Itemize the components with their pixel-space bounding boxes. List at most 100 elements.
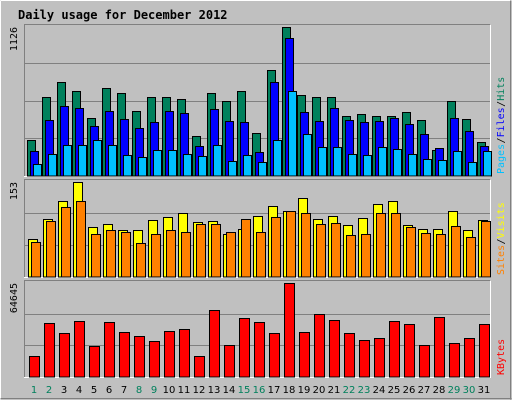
- bar-pages-day-9: [153, 150, 162, 177]
- bar-sites-day-24: [376, 213, 386, 278]
- bar-kbytes-day-15: [239, 318, 250, 378]
- bar-sites-day-6: [106, 230, 116, 278]
- day-label-26: 26: [403, 385, 416, 396]
- bar-sites-day-20: [316, 224, 326, 278]
- bar-sites-day-18: [286, 211, 296, 278]
- day-label-9: 9: [151, 385, 157, 396]
- bar-pages-day-13: [213, 145, 222, 177]
- legend-files: Files: [496, 107, 507, 137]
- bar-kbytes-day-23: [359, 340, 370, 378]
- bar-kbytes-day-7: [119, 332, 130, 378]
- bar-kbytes-day-30: [464, 338, 475, 378]
- day-label-27: 27: [418, 385, 431, 396]
- bar-pages-day-15: [243, 155, 252, 177]
- day-label-31: 31: [478, 385, 491, 396]
- day-label-5: 5: [91, 385, 97, 396]
- bar-sites-day-27: [421, 233, 431, 278]
- bar-sites-day-17: [271, 217, 281, 278]
- bar-pages-day-27: [423, 159, 432, 177]
- bar-kbytes-day-9: [149, 341, 160, 378]
- hits-panel-max-label: 1126: [9, 27, 20, 51]
- bar-sites-day-22: [346, 235, 356, 278]
- bar-pages-day-19: [303, 134, 312, 177]
- bar-sites-day-3: [61, 207, 71, 278]
- bar-sites-day-19: [301, 213, 311, 278]
- kbytes-legend: KBytes: [496, 339, 507, 375]
- legend-slash: /: [496, 101, 507, 107]
- bar-pages-day-25: [393, 149, 402, 177]
- bar-kbytes-day-2: [44, 323, 55, 378]
- bar-pages-day-26: [408, 154, 417, 177]
- day-label-15: 15: [238, 385, 251, 396]
- day-label-23: 23: [358, 385, 371, 396]
- bar-kbytes-day-18: [284, 283, 295, 378]
- day-label-14: 14: [223, 385, 236, 396]
- bar-sites-day-4: [76, 201, 86, 278]
- legend-sites: Sites: [496, 245, 507, 275]
- legend-pages: Pages: [496, 144, 507, 174]
- bar-pages-day-11: [183, 154, 192, 177]
- day-label-6: 6: [106, 385, 112, 396]
- day-label-11: 11: [178, 385, 191, 396]
- day-label-25: 25: [388, 385, 401, 396]
- bar-sites-day-11: [181, 232, 191, 278]
- day-label-12: 12: [193, 385, 206, 396]
- kbytes-panel-max-label: 64645: [9, 283, 20, 313]
- bar-kbytes-day-4: [74, 321, 85, 378]
- bar-pages-day-14: [228, 161, 237, 177]
- bar-pages-day-4: [78, 145, 87, 177]
- visits-panel-max-label: 153: [9, 182, 20, 200]
- bar-sites-day-9: [151, 234, 161, 278]
- bar-pages-day-10: [168, 150, 177, 177]
- bar-sites-day-10: [166, 230, 176, 278]
- day-label-20: 20: [313, 385, 326, 396]
- legend-kbytes: KBytes: [496, 339, 507, 375]
- day-label-19: 19: [298, 385, 311, 396]
- day-labels: 1 2 3 4 5 6 7 8 9 10 11 12 13 14 15 16 17 18 19 20 21 22 23 24 2…: [31, 385, 491, 396]
- bars-layer: [27, 27, 492, 378]
- chart-title: Daily usage for December 2012: [18, 8, 228, 22]
- bar-kbytes-day-27: [419, 345, 430, 378]
- bar-pages-day-23: [363, 155, 372, 177]
- bar-kbytes-day-14: [224, 345, 235, 378]
- bar-pages-day-5: [93, 140, 102, 177]
- bar-pages-day-30: [468, 162, 477, 177]
- bar-sites-day-8: [136, 243, 146, 278]
- bar-pages-day-6: [108, 145, 117, 177]
- bar-pages-day-7: [123, 155, 132, 177]
- bar-pages-day-24: [378, 147, 387, 177]
- day-label-1: 1: [31, 385, 37, 396]
- bar-sites-day-31: [481, 221, 491, 278]
- bar-kbytes-day-25: [389, 321, 400, 378]
- bar-kbytes-day-28: [434, 317, 445, 378]
- bar-kbytes-day-19: [299, 332, 310, 378]
- day-label-29: 29: [448, 385, 461, 396]
- bar-sites-day-28: [436, 234, 446, 278]
- legend-slash: /: [496, 238, 507, 244]
- bar-sites-day-29: [451, 226, 461, 278]
- day-label-17: 17: [268, 385, 281, 396]
- bar-kbytes-day-5: [89, 346, 100, 378]
- bar-kbytes-day-16: [254, 322, 265, 378]
- visits-sites-legend: Sites / Visits: [496, 202, 507, 275]
- bar-pages-day-17: [273, 140, 282, 177]
- bar-pages-day-21: [333, 147, 342, 177]
- bar-sites-day-30: [466, 237, 476, 278]
- bar-sites-day-12: [196, 224, 206, 278]
- day-label-10: 10: [163, 385, 176, 396]
- bar-sites-day-5: [91, 234, 101, 278]
- bar-sites-day-15: [241, 219, 251, 278]
- bar-kbytes-day-24: [374, 338, 385, 378]
- bar-kbytes-day-8: [134, 336, 145, 378]
- bar-sites-day-7: [121, 232, 131, 278]
- bar-kbytes-day-3: [59, 333, 70, 378]
- bar-sites-day-13: [211, 224, 221, 278]
- day-label-4: 4: [76, 385, 82, 396]
- bar-sites-day-14: [226, 232, 236, 278]
- day-label-16: 16: [253, 385, 266, 396]
- bar-pages-day-8: [138, 157, 147, 177]
- bar-kbytes-day-1: [29, 356, 40, 378]
- day-label-22: 22: [343, 385, 356, 396]
- bar-pages-day-18: [288, 91, 297, 177]
